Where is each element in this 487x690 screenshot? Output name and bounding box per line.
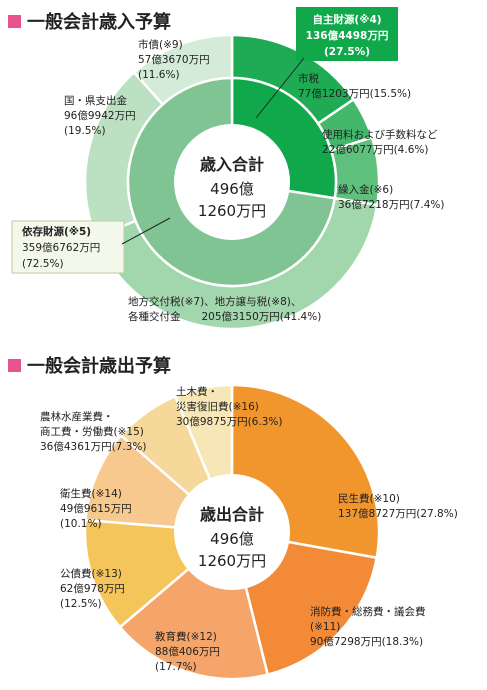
expenditure-slice-label-line: 49億9615万円 (60, 502, 132, 515)
self-revenue-name: 自主財源(※4) (312, 13, 381, 26)
expenditure-slice-label-line: 88億406万円 (155, 645, 220, 658)
self-revenue-pct_label: (27.5%) (324, 46, 370, 58)
dependent-revenue-leader-line (121, 217, 171, 245)
expenditure-slice-label: 農林水産業費・商工費・労働費(※15) 36億4361万円(7.3%) (40, 410, 146, 453)
revenue-slice-label-line: 57億3670万円 (138, 53, 210, 66)
expenditure-slice-label-line: 公債費(※13) (60, 567, 122, 580)
revenue-slice-label-line: 77億1203万円(15.5%) (298, 87, 411, 100)
self-revenue-amount: 136億4498万円 (306, 29, 389, 42)
revenue-slice-label-line: 市税 (298, 72, 319, 85)
revenue-slice-label-line: 国・県支出金 (64, 94, 127, 107)
dependent-revenue-pct_label: (72.5%) (22, 258, 64, 270)
revenue-slice-label: 市税 77億1203万円(15.5%) (298, 72, 411, 100)
expenditure-center-hole (174, 474, 290, 590)
expenditure-slice-label-line: 農林水産業費・ (40, 410, 114, 423)
revenue-slice-label-line: (11.6%) (138, 69, 180, 81)
self-revenue-leader-line (255, 57, 305, 119)
expenditure-slice-label-line: (17.7%) (155, 661, 197, 673)
expenditure-slice-label: 公債費(※13) 62億978万円 (12.5%) (60, 567, 125, 610)
revenue-heading: 一般会計歳入予算 (8, 8, 171, 34)
revenue-total-line1: 496億 (210, 180, 254, 198)
revenue-slice-label: 使用料および手数料など 22億6077万円(4.6%) (322, 128, 438, 156)
revenue-slice-label: 国・県支出金 96億9942万円 (19.5%) (64, 94, 136, 137)
dependent-revenue-amount: 359億6762万円 (22, 241, 100, 254)
expenditure-slice-label-line: 商工費・労働費(※15) (40, 425, 144, 438)
revenue-total-title: 歳入合計 (200, 155, 264, 174)
expenditure-slice-label-line: (10.1%) (60, 518, 102, 530)
revenue-slice-label-line: 使用料および手数料など (322, 128, 438, 141)
expenditure-total-line2: 1260万円 (198, 552, 266, 570)
expenditure-slice-label-line: 教育費(※12) (155, 630, 217, 643)
expenditure-slice-label-line: 30億9875万円(6.3%) (176, 415, 282, 428)
revenue-heading-text: 一般会計歳入予算 (27, 12, 171, 33)
heading-marker-icon (8, 358, 21, 372)
expenditure-slice-label-line: 90億7298万円(18.3%) (310, 635, 423, 648)
self-revenue-callout-box (296, 7, 398, 61)
expenditure-heading-text: 一般会計歳出予算 (27, 356, 171, 377)
revenue-center-hole (174, 124, 290, 240)
revenue-slice-label-line: 繰入金(※6) (338, 183, 393, 196)
revenue-slice-label-line: 市債(※9) (138, 38, 183, 51)
expenditure-slice-label: 消防費・総務費・議会費 (※11) 90億7298万円(18.3%) (310, 605, 426, 648)
expenditure-total-title: 歳出合計 (200, 505, 264, 524)
revenue-slice-label: 市債(※9) 57億3670万円 (11.6%) (138, 38, 210, 81)
expenditure-slice-label: 教育費(※12) 88億406万円 (17.7%) (155, 630, 220, 673)
revenue-slice-label: 繰入金(※6) 36億7218万円(7.4%) (338, 183, 444, 211)
dependent-revenue-callout-box (11, 220, 125, 274)
expenditure-total-line1: 496億 (210, 530, 254, 548)
revenue-slice-label-line: 36億7218万円(7.4%) (338, 198, 444, 211)
expenditure-slice-label-line: 消防費・総務費・議会費 (310, 605, 426, 618)
revenue-slice-label-line: 地方交付税(※7)、地方譲与税(※8)、 (128, 295, 301, 308)
expenditure-slice-label-line: 137億8727万円(27.8%) (338, 507, 458, 520)
expenditure-slice-label-line: 62億978万円 (60, 582, 125, 595)
heading-marker-icon (8, 14, 21, 28)
expenditure-slice-label-line: 土木費・ (176, 385, 218, 398)
revenue-slice-label: 地方交付税(※7)、地方譲与税(※8)、各種交付金 205億3150万円(41.… (128, 295, 321, 323)
revenue-slice-label-line: (19.5%) (64, 125, 106, 137)
expenditure-slice-label-line: 災害復旧費(※16) (176, 400, 259, 413)
expenditure-slice-label-line: 民生費(※10) (338, 492, 400, 505)
expenditure-slice-label: 衛生費(※14) 49億9615万円 (10.1%) (60, 487, 132, 530)
expenditure-slice-label-line: (※11) (310, 621, 340, 633)
expenditure-slice-label-line: 衛生費(※14) (60, 487, 122, 500)
revenue-slice-label-line: 96億9942万円 (64, 109, 136, 122)
revenue-total-line2: 1260万円 (198, 202, 266, 220)
expenditure-slice-label-line: 36億4361万円(7.3%) (40, 440, 146, 453)
expenditure-slice-label-line: (12.5%) (60, 598, 102, 610)
expenditure-heading: 一般会計歳出予算 (8, 352, 171, 378)
expenditure-slice-label: 民生費(※10) 137億8727万円(27.8%) (338, 492, 458, 520)
revenue-slice-label-line: 各種交付金 205億3150万円(41.4%) (128, 310, 321, 323)
dependent-revenue-name: 依存財源(※5) (22, 225, 91, 238)
expenditure-slice-label: 土木費・災害復旧費(※16) 30億9875万円(6.3%) (176, 385, 282, 428)
revenue-slice-label-line: 22億6077万円(4.6%) (322, 143, 428, 156)
